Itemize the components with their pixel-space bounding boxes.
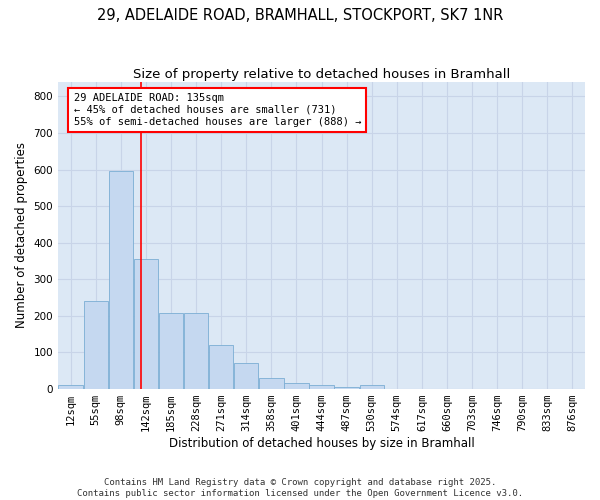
Text: 29, ADELAIDE ROAD, BRAMHALL, STOCKPORT, SK7 1NR: 29, ADELAIDE ROAD, BRAMHALL, STOCKPORT, … bbox=[97, 8, 503, 22]
X-axis label: Distribution of detached houses by size in Bramhall: Distribution of detached houses by size … bbox=[169, 437, 475, 450]
Bar bbox=[109, 170, 133, 389]
Bar bbox=[359, 386, 384, 389]
Bar bbox=[83, 300, 108, 389]
Bar bbox=[234, 364, 259, 389]
Title: Size of property relative to detached houses in Bramhall: Size of property relative to detached ho… bbox=[133, 68, 510, 80]
Bar bbox=[134, 259, 158, 389]
Bar bbox=[209, 345, 233, 389]
Bar bbox=[284, 383, 308, 389]
Bar bbox=[184, 314, 208, 389]
Bar bbox=[310, 386, 334, 389]
Bar bbox=[334, 388, 359, 389]
Text: 29 ADELAIDE ROAD: 135sqm
← 45% of detached houses are smaller (731)
55% of semi-: 29 ADELAIDE ROAD: 135sqm ← 45% of detach… bbox=[74, 94, 361, 126]
Bar bbox=[159, 314, 183, 389]
Bar bbox=[259, 378, 284, 389]
Y-axis label: Number of detached properties: Number of detached properties bbox=[15, 142, 28, 328]
Text: Contains HM Land Registry data © Crown copyright and database right 2025.
Contai: Contains HM Land Registry data © Crown c… bbox=[77, 478, 523, 498]
Bar bbox=[58, 386, 83, 389]
